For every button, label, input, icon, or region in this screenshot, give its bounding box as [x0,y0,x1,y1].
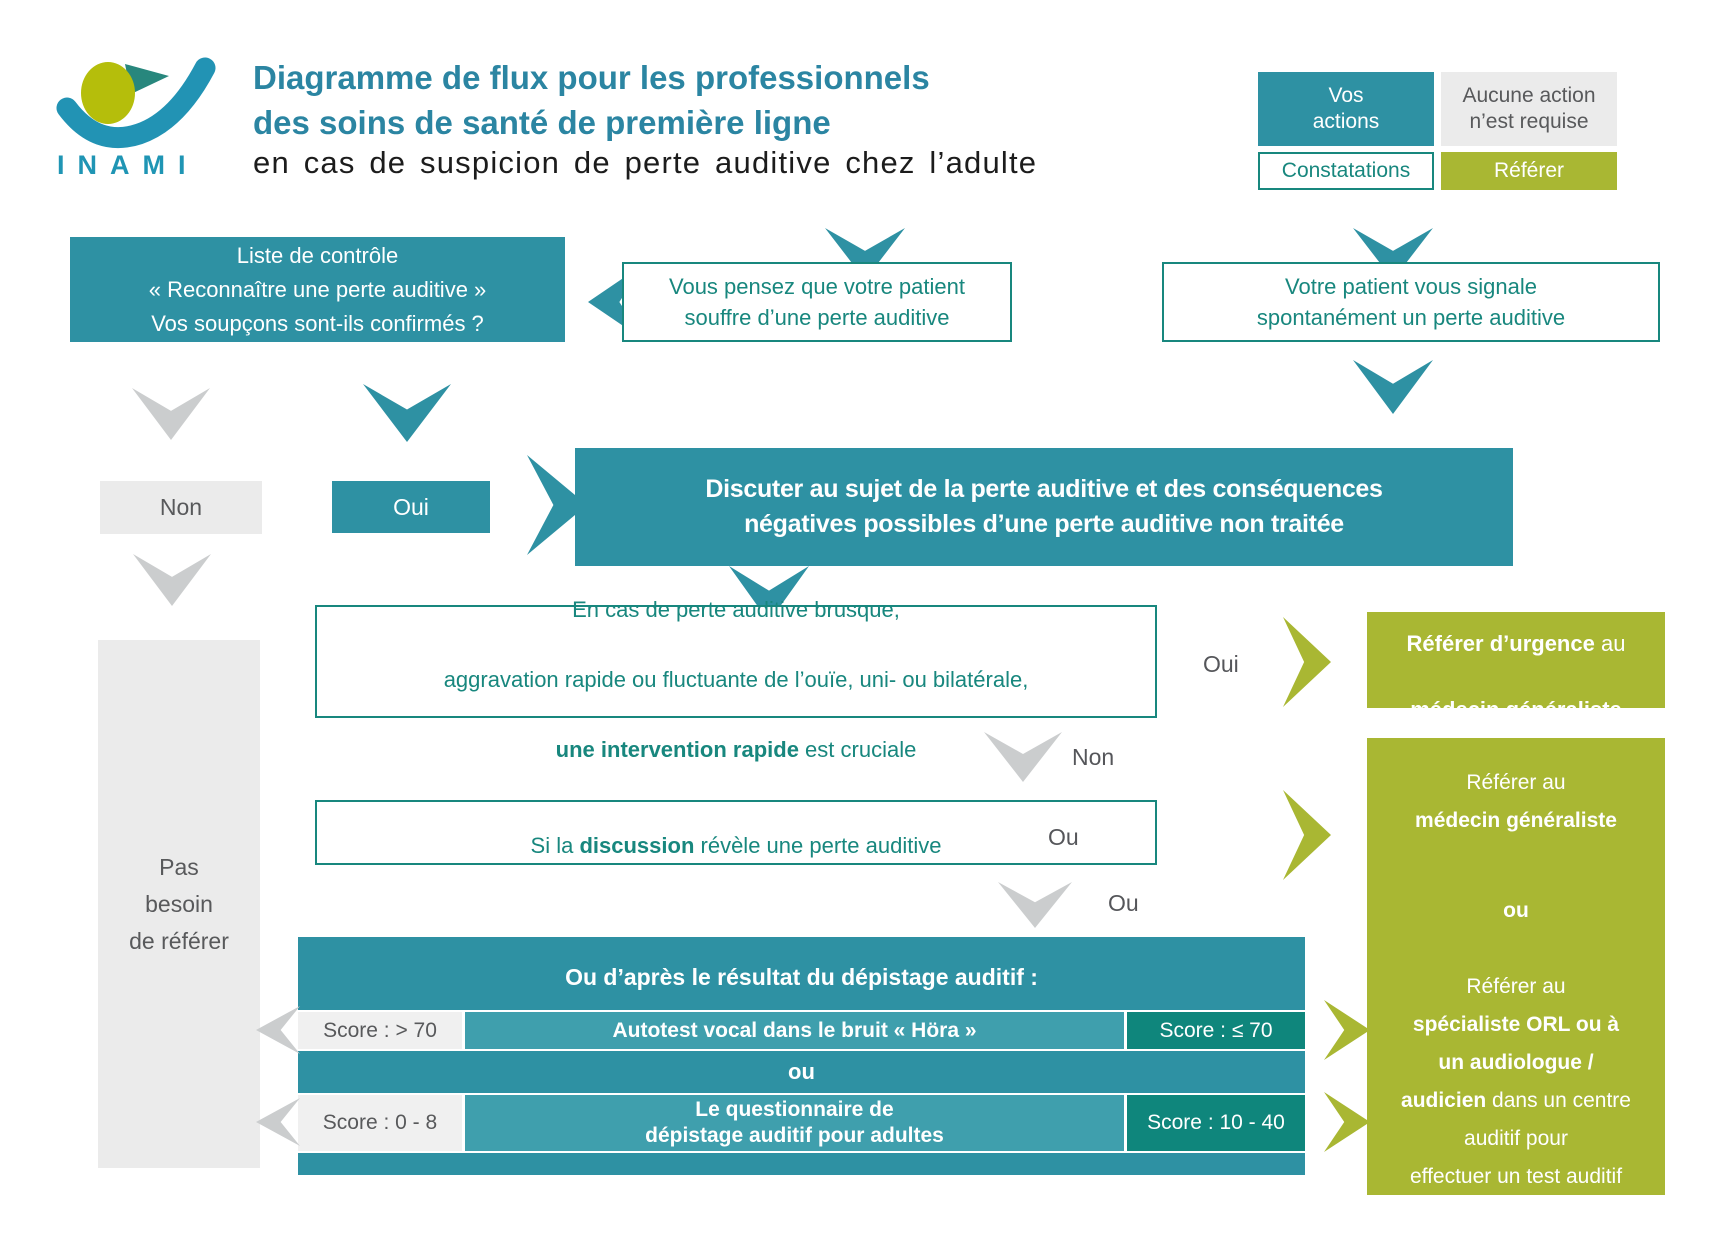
discuss-box: Discuter au sujet de la perte auditive e… [575,448,1513,566]
screening-row-hora: Score : > 70 Autotest vocal dans le brui… [298,1010,1305,1051]
refer-urgent-box: Référer d’urgence au médecin généraliste [1367,612,1665,722]
text-fragment: ou [1503,899,1529,922]
chevron-left-icon [256,1006,300,1054]
text-fragment: révèle une perte auditive [694,832,942,858]
no-label: Non [1072,743,1115,770]
chevron-right-icon [1283,790,1331,880]
text-fragment: Si la [530,832,580,858]
patient-reports-box: Votre patient vous signale spontanément … [1162,262,1660,342]
chevron-right-icon [1324,1000,1370,1060]
no-box: Non [100,481,262,534]
discussion-text: Si la discussion révèle une perte auditi… [531,807,942,859]
discussion-box: Si la discussion révèle une perte auditi… [315,800,1157,865]
chevron-down-icon [132,388,210,440]
text-fragment: dans un centre [1486,1089,1631,1112]
text-fragment: audicien dans un centre [1367,1082,1665,1120]
legend-findings: Constatations [1258,152,1434,190]
questionnaire-cell: Le questionnaire de dépistage auditif po… [465,1095,1124,1151]
screening-or-divider: ou [788,1059,815,1084]
text-fragment: médecin généraliste [1410,697,1622,722]
chevron-right-icon [1324,1092,1370,1152]
text-fragment: Référer au [1466,975,1566,998]
text-fragment: aggravation rapide ou fluctuante de l’ou… [443,666,1029,692]
text-fragment: un audiologue / [1438,1051,1594,1074]
screening-header: Ou d’après le résultat du dépistage audi… [565,963,1038,990]
refer-urgent-text: Référer d’urgence au médecin généraliste [1407,594,1626,726]
score-cell-left: Score : 0 - 8 [298,1095,462,1151]
text-fragment: effectuer un test auditif [1409,1165,1623,1188]
text-fragment: au [1594,631,1626,656]
page-subtitle: en cas de suspicion de perte auditive ch… [253,145,1038,180]
yes-box: Oui [332,481,490,533]
inami-logo-text: INAMI [57,150,199,180]
score-cell-right: Score : ≤ 70 [1127,1012,1305,1049]
no-need-refer-box: Pas besoin de référer [98,640,260,1168]
legend-your-actions: Vos actions [1258,72,1434,146]
text-fragment: auditif pour [1464,1127,1568,1150]
score-cell-right: Score : 10 - 40 [1127,1095,1305,1151]
hora-test-cell: Autotest vocal dans le bruit « Höra » [465,1012,1124,1049]
chevron-down-icon [1353,360,1433,414]
chevron-down-icon [363,384,451,442]
legend-no-action: Aucune action n’est requise [1441,72,1617,146]
sudden-loss-box: En cas de perte auditive brusque, aggrav… [315,597,1157,762]
inami-logo-icon [56,57,216,149]
you-think-box: Vous pensez que votre patient souffre d’… [622,262,1012,342]
checklist-box: Liste de contrôle « Reconnaître une pert… [70,237,565,342]
text-fragment: médecin généraliste [1415,809,1617,832]
yes-label: Oui [1203,650,1239,677]
sudden-loss-text: En cas de perte auditive brusque, aggrav… [444,557,1029,767]
or-label: Ou [1048,823,1079,850]
text-fragment: Référer au [1466,771,1566,794]
chevron-left-icon [256,1098,300,1146]
page-title: Diagramme de flux pour les professionnel… [253,59,930,141]
chevron-down-icon [133,554,211,606]
score-cell-left: Score : > 70 [298,1012,462,1049]
text-fragment: En cas de perte auditive brusque, [572,596,900,622]
legend-refer: Référer [1441,152,1617,190]
text-fragment: Référer d’urgence [1406,631,1595,656]
chevron-down-icon [998,882,1072,928]
text-fragment: est cruciale [798,736,917,762]
or-label: Ou [1108,889,1139,916]
screening-row-questionnaire: Score : 0 - 8 Le questionnaire de dépist… [298,1093,1305,1153]
text-fragment: discussion [579,832,695,858]
text-fragment: audicien [1401,1089,1487,1112]
text-fragment: une intervention rapide [555,736,799,762]
chevron-right-icon [1283,617,1331,707]
refer-specialist-box: Référer au médecin généraliste ou Référe… [1367,738,1665,1195]
text-fragment: spécialiste ORL ou à [1412,1013,1620,1036]
